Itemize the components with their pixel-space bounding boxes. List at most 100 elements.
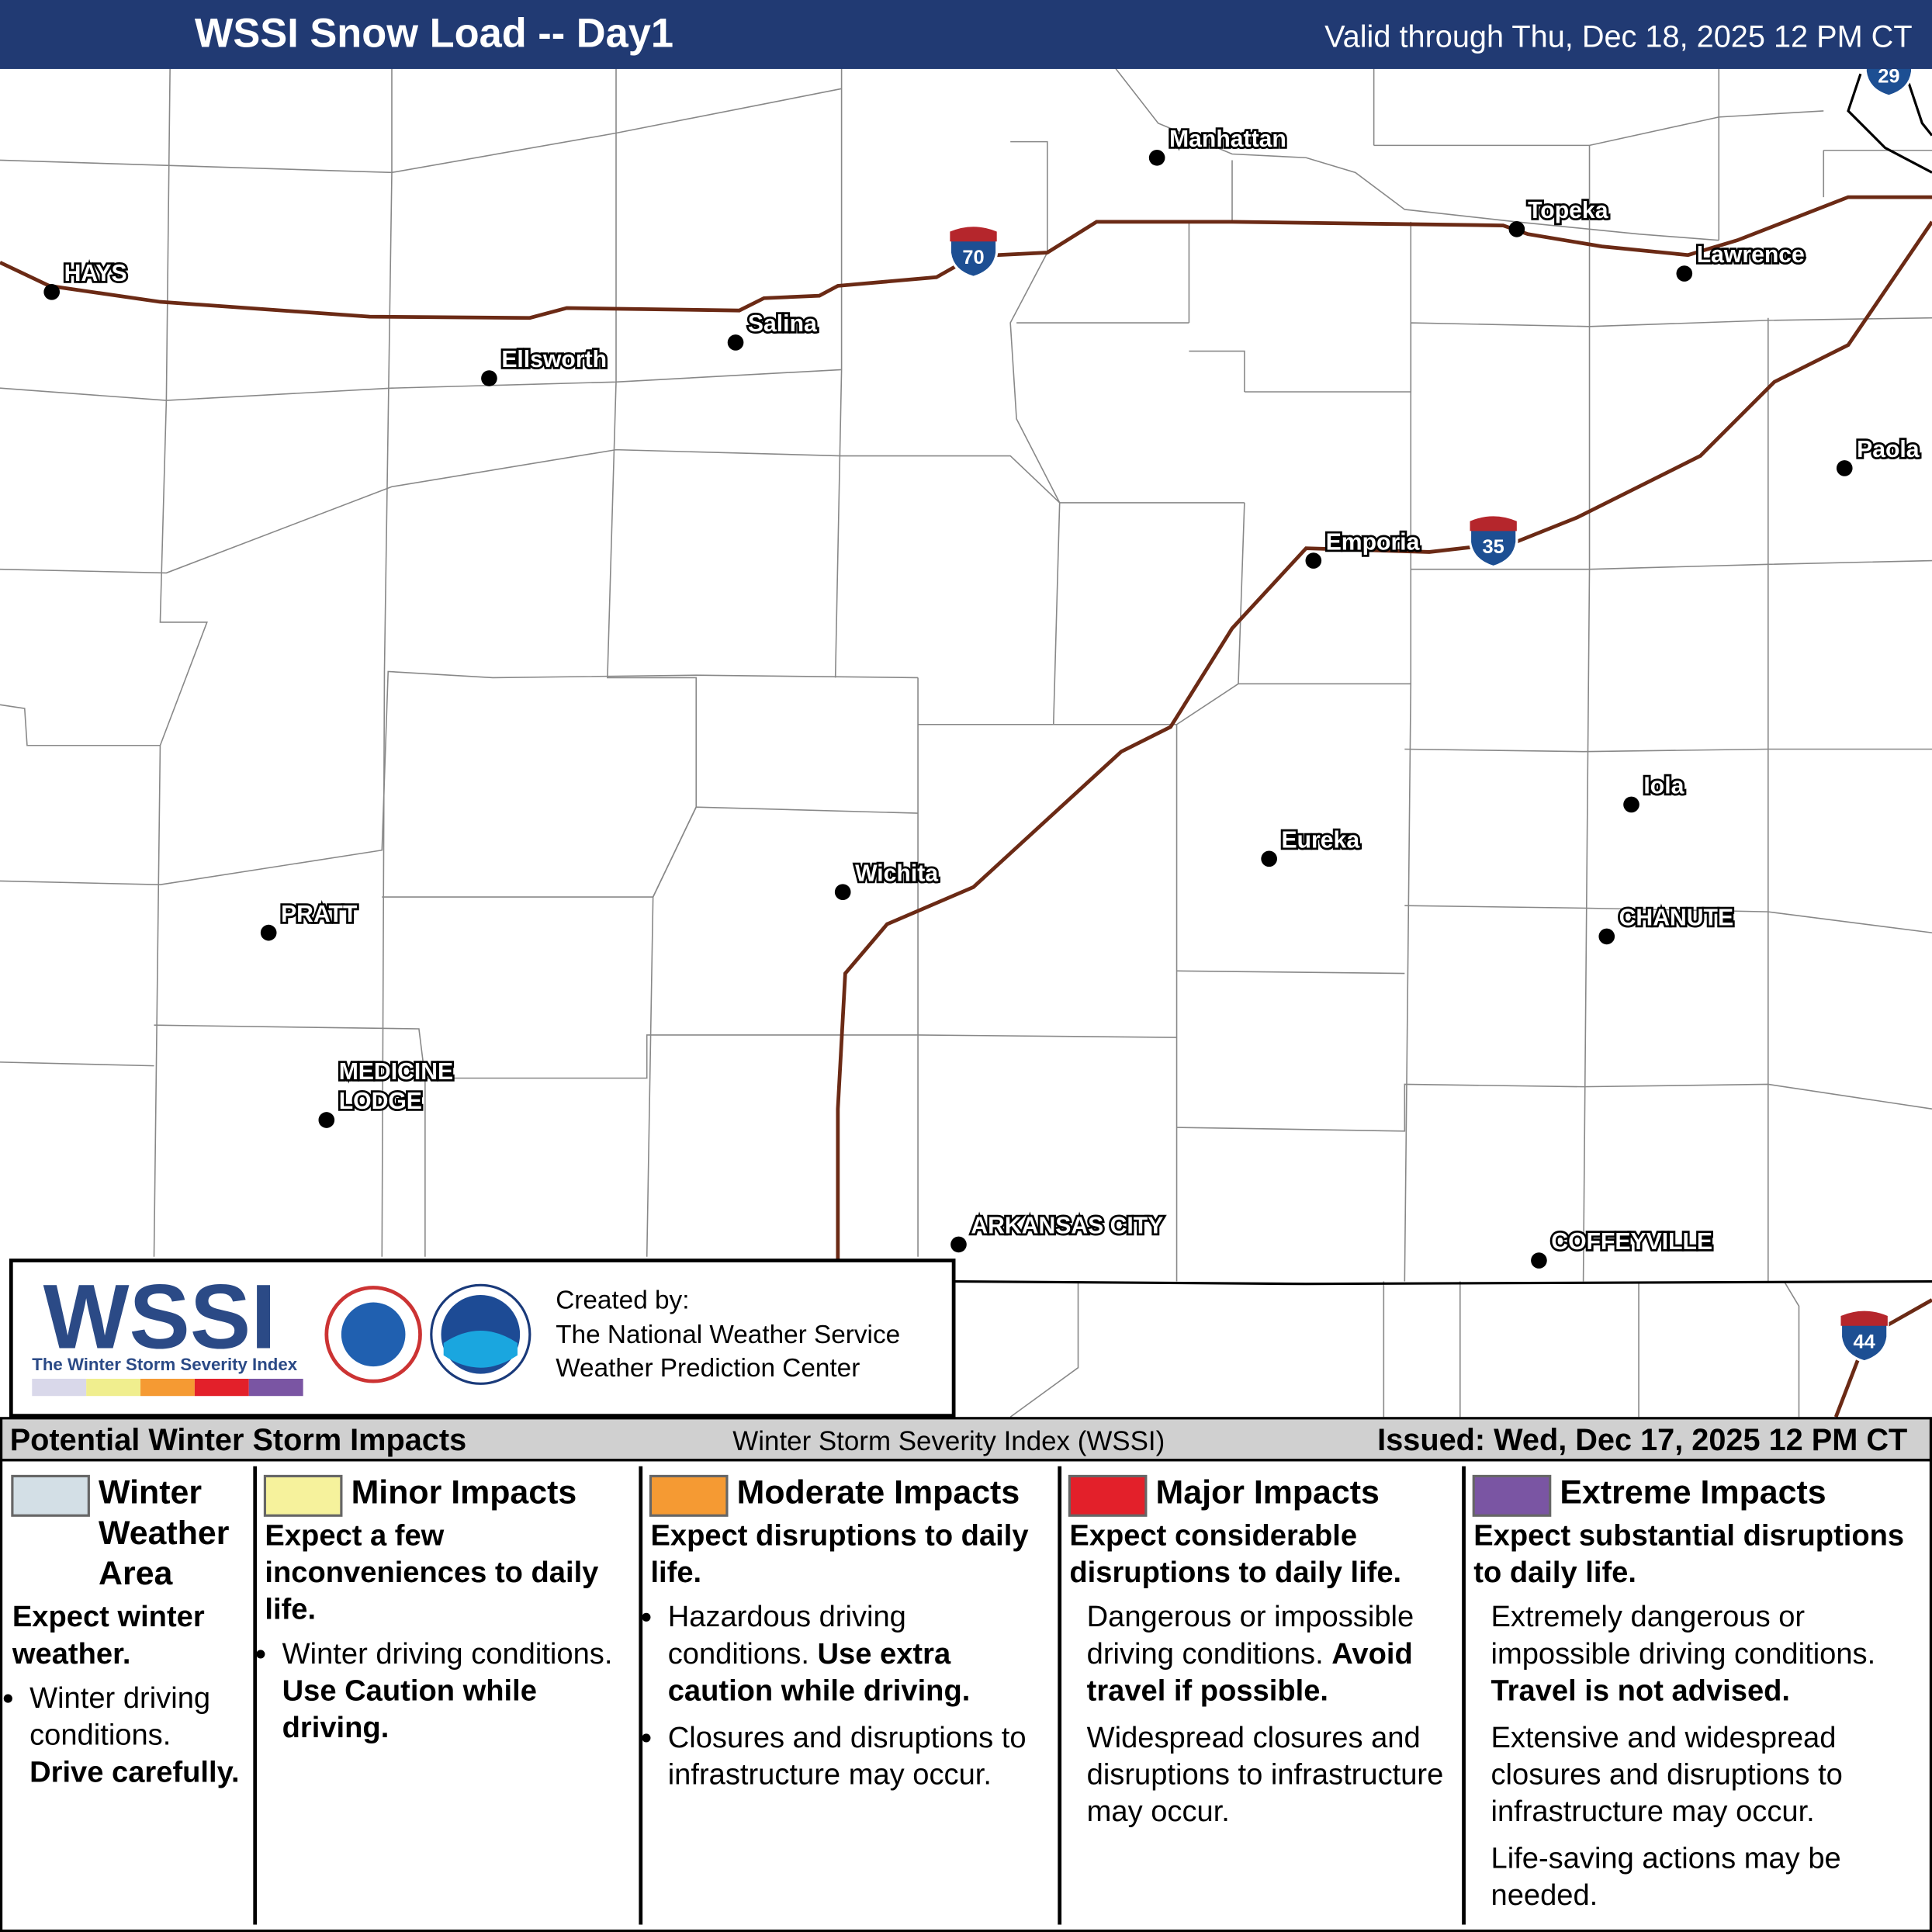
credit-line: The National Weather Service xyxy=(556,1321,900,1349)
city-dot xyxy=(260,924,277,941)
legend-bullet: Extensive and widespread closures and di… xyxy=(1491,1720,1922,1831)
bullet-text: Extremely dangerous or impossible drivin… xyxy=(1491,1600,1876,1671)
bullet-text: Hazardous driving conditions. xyxy=(667,1600,906,1671)
footer-left: Potential Winter Storm Impacts xyxy=(10,1423,466,1457)
legend-headline: Expect substantial disruptions to daily … xyxy=(1473,1519,1905,1590)
interstate-shield-top xyxy=(950,227,997,242)
legend-swatch xyxy=(263,1474,343,1517)
city-dot xyxy=(1676,265,1693,282)
legend-column: Major Impacts Expect considerable disrupt… xyxy=(1060,1473,1464,1929)
river-border xyxy=(1847,67,1932,174)
legend-column: Extreme Impacts Expect substantial disrup… xyxy=(1464,1473,1932,1929)
city-dot xyxy=(43,284,61,300)
interstate-shield-top xyxy=(1840,1311,1888,1326)
legend-bullet: Hazardous driving conditions. Use extra … xyxy=(668,1599,1050,1710)
bullet-text: Closures and disruptions to infrastructu… xyxy=(667,1721,1027,1792)
bullet-bold: Avoid travel if possible. xyxy=(1086,1637,1413,1708)
legend-content: Winter Weather Area Expect winter weather… xyxy=(2,1473,255,1929)
legend-bullet: Extremely dangerous or impossible drivin… xyxy=(1491,1599,1922,1710)
legend-title: Moderate Impacts xyxy=(736,1473,1020,1511)
city-label: CHANUTE xyxy=(1619,905,1733,931)
city-dot xyxy=(1508,221,1525,237)
legend-headline: Expect considerable disruptions to daily… xyxy=(1069,1519,1402,1590)
county-lines xyxy=(0,67,1932,1418)
bullet-text: Dangerous or impossible driving conditio… xyxy=(1086,1600,1414,1671)
legend-frame xyxy=(0,1459,1932,1932)
legend-content: Minor Impacts Expect a few inconveniences… xyxy=(255,1473,641,1929)
bullet-bold: Drive carefully. xyxy=(29,1755,240,1789)
header-valid: Valid through Thu, Dec 18, 2025 12 PM CT xyxy=(1324,19,1912,54)
legend-title: Extreme Impacts xyxy=(1560,1473,1826,1511)
logo-color-bar xyxy=(32,1378,303,1397)
city-label: Ellsworth xyxy=(501,347,607,372)
legend-swatch xyxy=(1068,1474,1148,1517)
footer-bar xyxy=(0,1417,1932,1462)
city-label: Paola xyxy=(1857,437,1920,462)
city-label: PRATT xyxy=(281,902,358,927)
legend-swatch xyxy=(1472,1474,1552,1517)
legend-title: Major Impacts xyxy=(1155,1473,1380,1511)
legend-content: Major Impacts Expect considerable disrupt… xyxy=(1060,1473,1464,1929)
bullet-text: Winter driving conditions. xyxy=(282,1637,613,1671)
city-dot xyxy=(1531,1252,1547,1269)
city-dot xyxy=(950,1236,967,1253)
legend-title: Minor Impacts xyxy=(351,1473,577,1511)
interstate-shield-top xyxy=(1470,516,1517,531)
city-label: HAYS xyxy=(64,261,127,286)
bullet-text: Winter driving conditions. xyxy=(29,1681,211,1753)
city-dot xyxy=(1305,552,1322,569)
legend-bullets: Extremely dangerous or impossible drivin… xyxy=(1473,1599,1922,1915)
city-dot xyxy=(1623,796,1639,813)
city-label: Iola xyxy=(1643,774,1684,799)
credit-line: Weather Prediction Center xyxy=(556,1354,860,1383)
legend-bullet: Winter driving conditions. Drive careful… xyxy=(29,1681,245,1792)
city-dot xyxy=(481,370,497,386)
nws-logo-inner xyxy=(341,1302,406,1367)
legend-headline: Expect winter weather. xyxy=(12,1600,205,1671)
interstate-number: 35 xyxy=(1483,536,1504,558)
city-label: ARKANSAS CITY xyxy=(971,1214,1163,1239)
bullet-text: Widespread closures and disruptions to i… xyxy=(1086,1721,1444,1829)
bullet-text: Extensive and widespread closures and di… xyxy=(1491,1721,1843,1829)
noaa-logo-wave xyxy=(443,1331,518,1368)
legend-swatch xyxy=(11,1474,90,1517)
bullet-bold: Travel is not advised. xyxy=(1491,1674,1791,1708)
legend-headline: Expect disruptions to daily life. xyxy=(650,1519,1029,1590)
city-label: Manhattan xyxy=(1169,126,1286,152)
legend-column: Minor Impacts Expect a few inconveniences… xyxy=(255,1473,641,1929)
legend-column: Moderate Impacts Expect disruptions to da… xyxy=(641,1473,1060,1929)
logo-wssi: WSSI xyxy=(43,1265,276,1367)
city-dot xyxy=(1598,928,1615,945)
city-label: Emporia xyxy=(1326,529,1420,555)
footer-right: Issued: Wed, Dec 17, 2025 12 PM CT xyxy=(1377,1423,1907,1457)
legend-bullets: Winter driving conditions. Drive careful… xyxy=(12,1681,245,1792)
legend-column: Winter Weather Area Expect winter weather… xyxy=(2,1473,255,1929)
legend-bullet: Winter driving conditions. Use Caution w… xyxy=(282,1636,631,1747)
bullet-bold: Use extra caution while driving. xyxy=(667,1637,971,1708)
legend-content: Extreme Impacts Expect substantial disrup… xyxy=(1464,1473,1932,1929)
header-title: WSSI Snow Load -- Day1 xyxy=(195,11,673,56)
city-dot xyxy=(1836,460,1853,476)
city-label: Wichita xyxy=(855,860,938,886)
bullet-bold: Use Caution while driving. xyxy=(282,1674,537,1745)
bullet-text: Life-saving actions may be needed. xyxy=(1491,1842,1841,1913)
city-dot xyxy=(318,1112,335,1128)
legend-bullets: Winter driving conditions. Use Caution w… xyxy=(265,1636,631,1747)
city-label: COFFEYVILLE xyxy=(1551,1229,1712,1255)
interstate-number: 29 xyxy=(1878,65,1899,87)
city-dot xyxy=(1261,850,1277,867)
legend-title: Winter Weather Area xyxy=(99,1473,230,1592)
city-label: LODGE xyxy=(339,1089,422,1114)
legend-content: Moderate Impacts Expect disruptions to da… xyxy=(641,1473,1060,1929)
city-dot xyxy=(1148,149,1165,166)
city-label: Lawrence xyxy=(1697,242,1805,268)
legend-bullet: Dangerous or impossible driving conditio… xyxy=(1087,1599,1454,1710)
interstate-number: 70 xyxy=(962,247,984,268)
interstate-35-road xyxy=(836,220,1932,1259)
legend-bullet: Widespread closures and disruptions to i… xyxy=(1087,1720,1454,1831)
city-dot xyxy=(834,884,851,901)
city-dot xyxy=(727,334,744,351)
city-label: Topeka xyxy=(1528,198,1608,223)
footer-center: Winter Storm Severity Index (WSSI) xyxy=(732,1426,1165,1456)
